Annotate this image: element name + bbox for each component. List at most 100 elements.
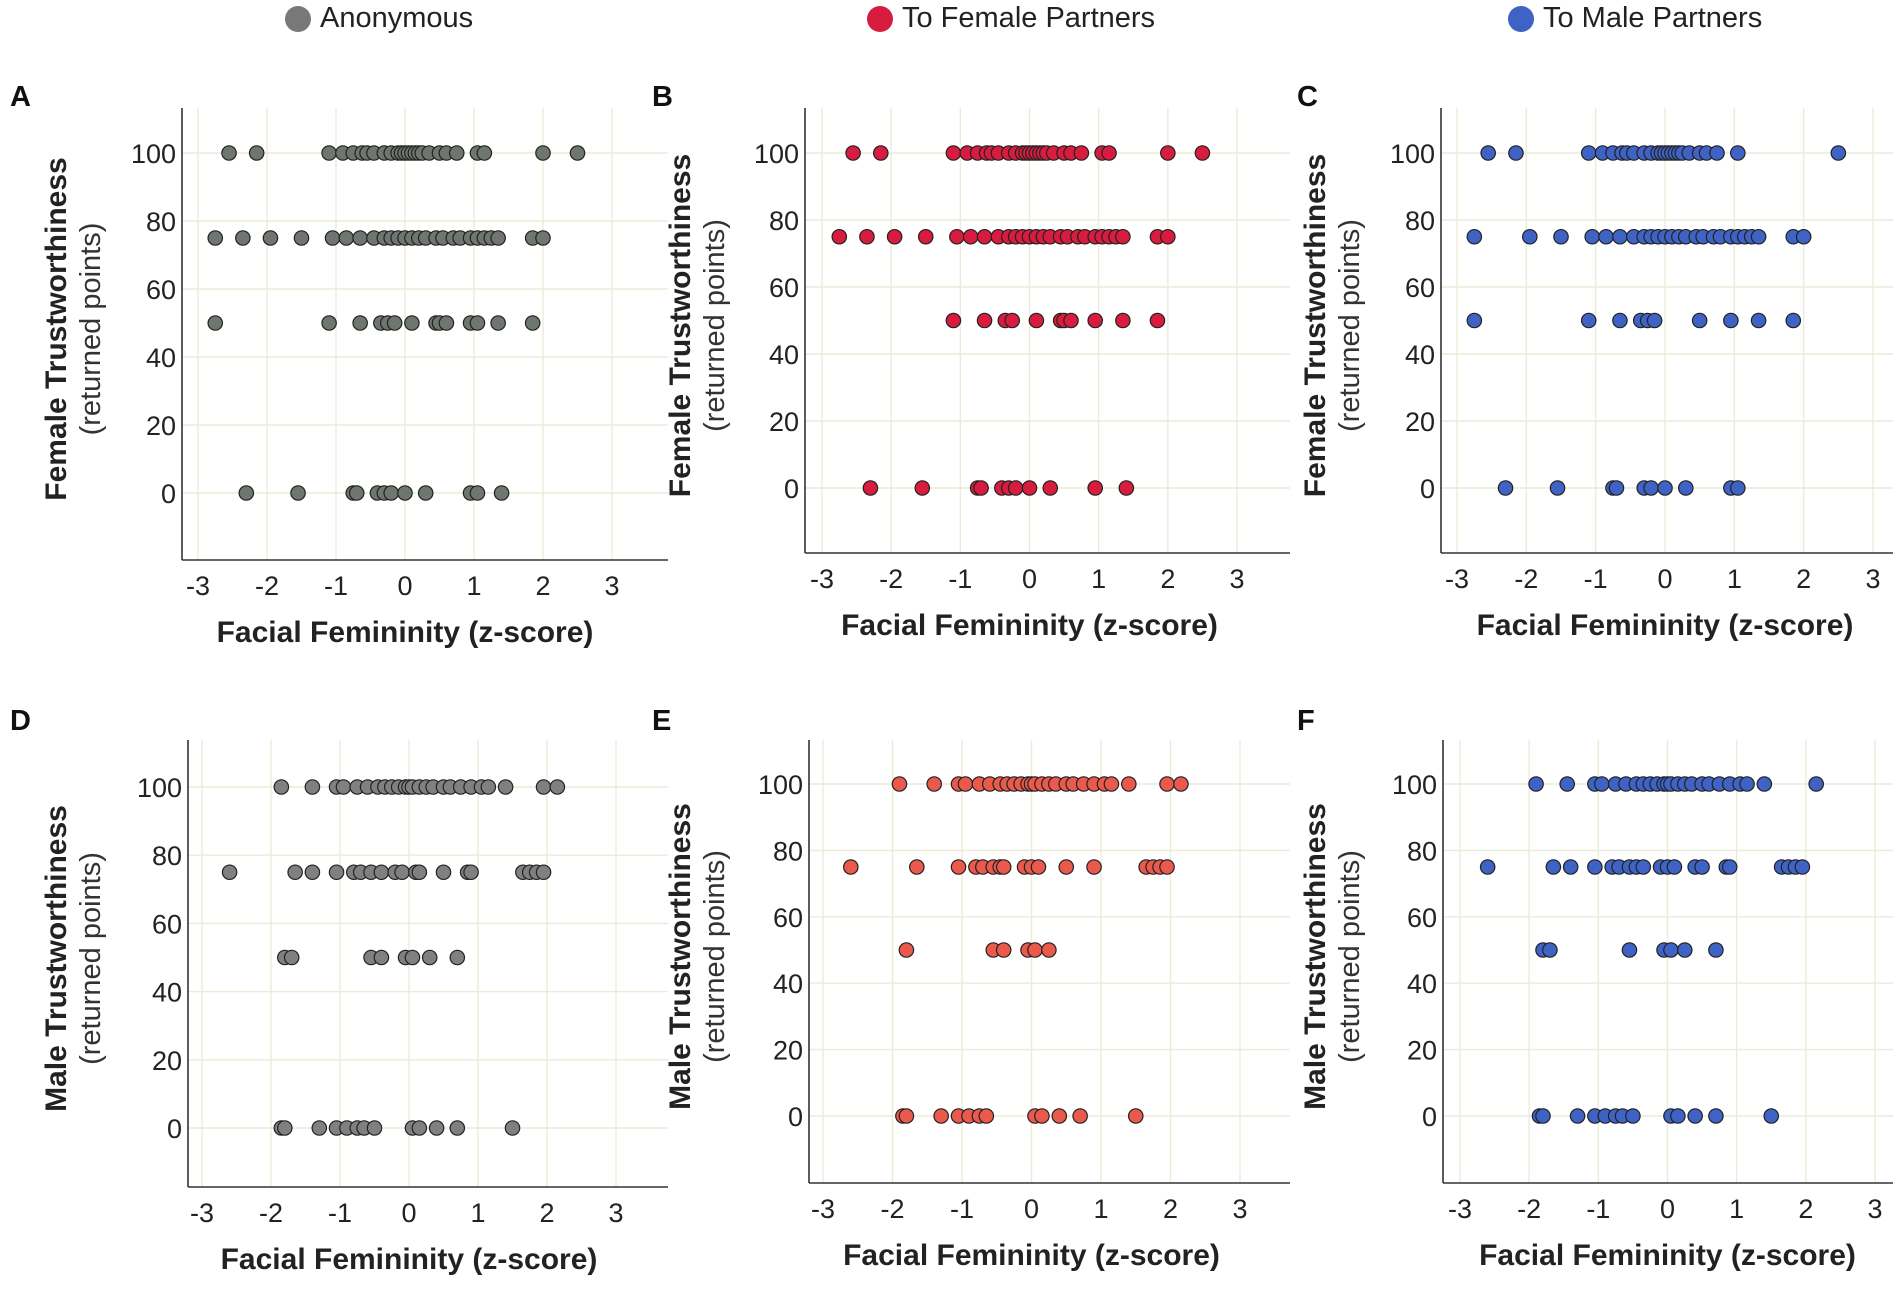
data-point bbox=[1149, 312, 1166, 329]
x-axis-label: Facial Femininity (z-score) bbox=[841, 609, 1218, 642]
x-tick-label: -1 bbox=[324, 571, 348, 601]
x-tick-label: 1 bbox=[470, 1198, 485, 1228]
x-tick-label: 1 bbox=[1727, 564, 1742, 594]
data-point bbox=[950, 859, 967, 875]
x-tick-label: -3 bbox=[190, 1198, 214, 1228]
data-point bbox=[1598, 228, 1614, 245]
data-point bbox=[976, 228, 993, 245]
gridlines bbox=[1441, 108, 1893, 553]
y-tick-label: 20 bbox=[1405, 407, 1435, 437]
legend-dot-anonymous bbox=[285, 5, 311, 32]
data-point bbox=[1678, 480, 1694, 496]
x-tick-label: -3 bbox=[810, 564, 834, 594]
x-axis-label: Facial Femininity (z-score) bbox=[1479, 1239, 1856, 1272]
data-point bbox=[207, 315, 224, 331]
data-point bbox=[383, 485, 399, 501]
data-point bbox=[504, 1120, 521, 1136]
data-point bbox=[1160, 145, 1176, 161]
data-point bbox=[469, 485, 486, 501]
legend-dot-male-partners bbox=[1508, 5, 1534, 32]
y-tick-label: 60 bbox=[152, 909, 182, 939]
data-point bbox=[221, 864, 238, 881]
data-point bbox=[1612, 228, 1628, 245]
panel-label: D bbox=[10, 705, 31, 737]
x-tick-label: 1 bbox=[466, 571, 481, 601]
y-tick-label: 40 bbox=[146, 343, 176, 373]
data-point bbox=[1103, 776, 1120, 792]
x-tick-label: 0 bbox=[1022, 564, 1037, 594]
y-tick-label: 60 bbox=[1407, 903, 1437, 933]
y-axis-label: Female Trustworthiness bbox=[664, 154, 697, 497]
x-tick-label: 1 bbox=[1091, 564, 1106, 594]
data-point bbox=[1118, 480, 1135, 496]
x-tick-label: -1 bbox=[328, 1198, 352, 1228]
x-tick-label: 3 bbox=[604, 571, 619, 601]
x-tick-label: -3 bbox=[186, 571, 210, 601]
data-point bbox=[1750, 228, 1767, 245]
x-tick-label: -2 bbox=[259, 1198, 283, 1228]
data-point bbox=[1750, 312, 1767, 329]
y-axis-sublabel: (returned points) bbox=[699, 219, 731, 432]
data-point bbox=[1121, 776, 1137, 792]
y-tick-label: 20 bbox=[773, 1036, 803, 1066]
data-point bbox=[1021, 480, 1038, 496]
data-point bbox=[1621, 942, 1638, 958]
legend-label-anonymous: Anonymous bbox=[320, 2, 474, 34]
panel-d: -3 -2 -1 0 1 2 3 0 20 40 60 80 100 Facial Femininity … bbox=[10, 705, 668, 1276]
data-point bbox=[1030, 859, 1047, 875]
data-point bbox=[945, 145, 962, 161]
data-point bbox=[476, 145, 493, 161]
y-tick-label: 60 bbox=[769, 273, 799, 303]
scatter-points bbox=[221, 779, 566, 1136]
x-tick-label: 3 bbox=[1229, 564, 1244, 594]
data-point bbox=[1115, 228, 1131, 245]
x-axis-label: Facial Femininity (z-score) bbox=[843, 1239, 1220, 1272]
data-point bbox=[1559, 776, 1576, 792]
y-axis-label: Male Trustworthiness bbox=[40, 805, 73, 1112]
data-point bbox=[1087, 480, 1104, 496]
gridlines bbox=[1443, 740, 1893, 1183]
data-point bbox=[438, 315, 455, 331]
data-point bbox=[535, 779, 552, 795]
data-point bbox=[449, 1120, 466, 1136]
data-point bbox=[1004, 312, 1021, 329]
data-point bbox=[898, 942, 915, 958]
y-tick-label: 100 bbox=[754, 139, 799, 169]
data-point bbox=[524, 315, 541, 331]
data-point bbox=[1535, 1108, 1551, 1124]
y-tick-label: 0 bbox=[167, 1114, 182, 1144]
data-point bbox=[914, 480, 931, 496]
x-axis-label: Facial Femininity (z-score) bbox=[221, 1243, 598, 1276]
data-point bbox=[1086, 859, 1102, 875]
y-tick-label: 80 bbox=[146, 207, 176, 237]
legend-dot-female-partners bbox=[867, 5, 893, 32]
data-point bbox=[1794, 859, 1811, 875]
y-tick-label: 20 bbox=[769, 407, 799, 437]
x-tick-label: 2 bbox=[1163, 1194, 1178, 1224]
scatter-points bbox=[1466, 145, 1847, 496]
x-tick-label: 2 bbox=[1160, 564, 1175, 594]
data-point bbox=[435, 864, 452, 881]
data-point bbox=[366, 1120, 383, 1136]
panel-label: B bbox=[652, 81, 673, 113]
data-point bbox=[1028, 312, 1045, 329]
y-tick-label: 100 bbox=[758, 770, 803, 800]
data-point bbox=[1072, 1108, 1088, 1124]
x-tick-label: -3 bbox=[1445, 564, 1469, 594]
data-point bbox=[1708, 1108, 1724, 1124]
data-point bbox=[1694, 859, 1710, 875]
x-tick-label: -2 bbox=[1514, 564, 1538, 594]
y-axis-sublabel: (returned points) bbox=[75, 852, 107, 1065]
x-tick-label: 2 bbox=[535, 571, 550, 601]
data-point bbox=[957, 776, 974, 792]
data-point bbox=[1580, 145, 1597, 161]
data-point bbox=[1508, 145, 1524, 161]
data-point bbox=[1569, 1108, 1586, 1124]
data-point bbox=[493, 485, 510, 501]
data-point bbox=[283, 949, 300, 966]
panel-label: E bbox=[652, 705, 671, 737]
data-point bbox=[221, 145, 237, 161]
x-tick-label: 0 bbox=[1657, 564, 1672, 594]
data-point bbox=[549, 779, 566, 795]
data-point bbox=[428, 1120, 445, 1136]
